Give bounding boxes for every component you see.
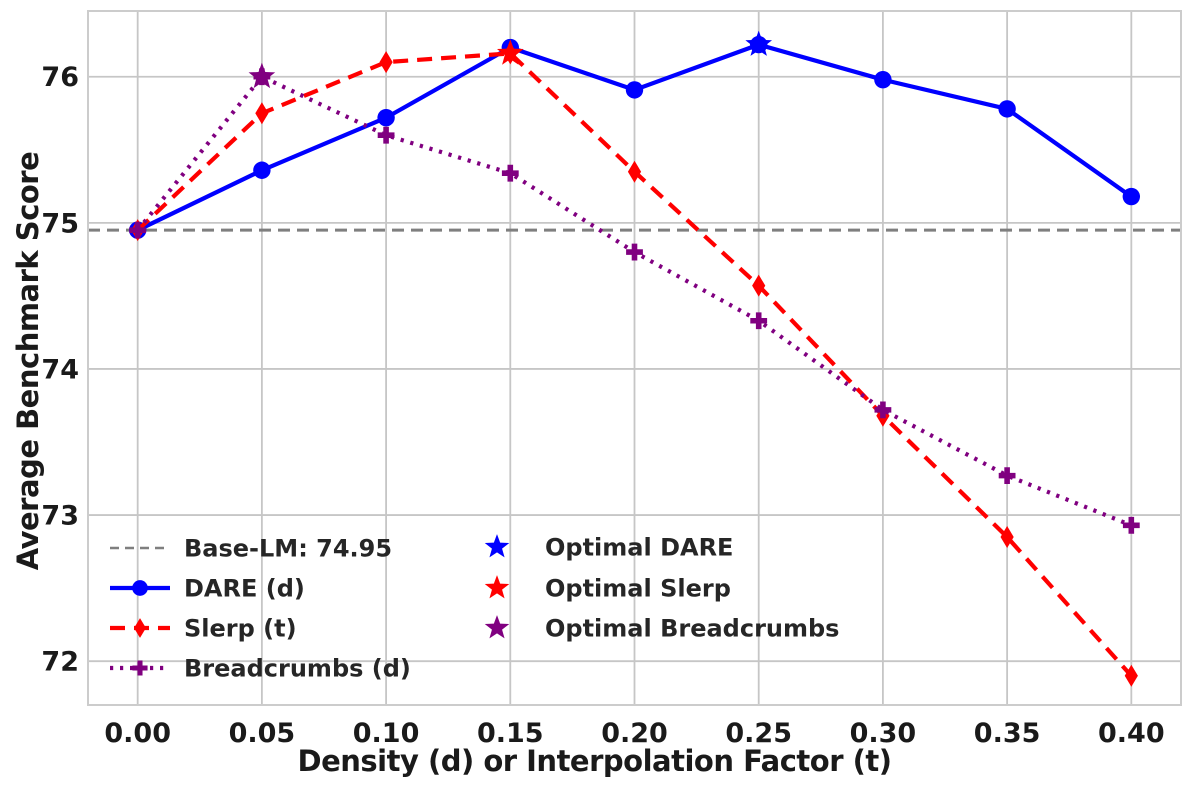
legend-label: Slerp (t): [184, 615, 297, 643]
series-marker-slerp-t: [1000, 525, 1014, 548]
x-tick-label: 0.05: [229, 718, 296, 749]
series-marker-slerp-t: [752, 274, 766, 297]
legend-swatch-star: [484, 615, 510, 639]
optimal-star-optimal-dare: [745, 30, 773, 56]
axes-spines: [87, 10, 1182, 706]
series-marker-breadcrumbs-d: [377, 126, 395, 144]
series-marker-breadcrumbs-d: [501, 164, 519, 182]
series-marker-dare-d: [998, 100, 1016, 118]
optimal-star-optimal-breadcrumbs: [248, 62, 276, 89]
legend-label: Breadcrumbs (d): [184, 655, 411, 683]
legend-label: Base-LM: 74.95: [184, 535, 392, 563]
x-tick-label: 0.00: [104, 718, 171, 749]
series-marker-breadcrumbs-d: [626, 243, 643, 261]
legend-label: DARE (d): [184, 575, 305, 603]
legend-label: Optimal DARE: [545, 534, 733, 562]
series-marker-dare-d: [625, 81, 644, 99]
series-marker-dare-d: [253, 161, 271, 179]
series-marker-slerp-t: [1124, 664, 1138, 687]
x-axis-label: Density (d) or Interpolation Factor (t): [297, 744, 893, 778]
series-marker-slerp-t: [255, 102, 269, 125]
x-tick-label: 0.35: [974, 718, 1041, 749]
series-marker-breadcrumbs-d: [998, 467, 1016, 485]
legend-swatch-marker: [132, 660, 148, 676]
x-tick-label: 0.20: [601, 718, 668, 749]
series-marker-breadcrumbs-d: [874, 401, 892, 419]
series-marker-dare-d: [377, 108, 395, 127]
y-axis-label: Average Benchmark Score: [11, 151, 45, 571]
series-marker-breadcrumbs-d: [750, 312, 768, 330]
y-tick-label: 75: [41, 208, 79, 239]
y-tick-label: 76: [41, 62, 79, 93]
legend-label: Optimal Breadcrumbs: [545, 615, 839, 643]
x-tick-label: 0.15: [477, 718, 544, 749]
x-tick-label: 0.10: [353, 718, 420, 749]
series-marker-slerp-t: [627, 160, 642, 183]
y-tick-label: 73: [41, 501, 79, 532]
legend: Base-LM: 74.95 DARE (d) Slerp (t) Breadcrum…: [110, 534, 839, 683]
series-marker-breadcrumbs-d: [1122, 516, 1140, 534]
legend-swatch-marker: [132, 580, 148, 596]
y-tick-label: 72: [41, 647, 79, 678]
legend-swatch-star: [484, 575, 510, 599]
legend-label: Optimal Slerp: [545, 575, 731, 603]
x-tick-label: 0.25: [725, 718, 792, 749]
legend-swatch-marker: [134, 618, 146, 638]
x-tick-label: 0.40: [1098, 718, 1165, 749]
series-marker-breadcrumbs-d: [129, 221, 147, 239]
y-tick-label: 74: [41, 354, 79, 385]
x-tick-label: 0.30: [850, 718, 917, 749]
legend-swatch-star: [484, 534, 510, 558]
optimal-star-optimal-slerp: [496, 39, 524, 65]
series-marker-dare-d: [1122, 187, 1141, 206]
series-marker-dare-d: [874, 70, 892, 89]
series-marker-slerp-t: [379, 51, 393, 74]
